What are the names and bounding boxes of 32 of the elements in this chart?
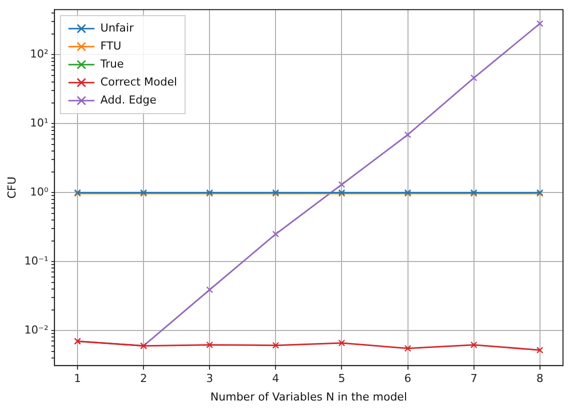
y-tick-label: 10⁻² (24, 323, 48, 336)
legend-label: Add. Edge (100, 93, 157, 106)
point (536, 20, 544, 28)
point (470, 74, 478, 82)
point (272, 342, 280, 349)
legend-label: True (99, 57, 124, 70)
legend-label: FTU (100, 39, 122, 52)
x-tick-label: 6 (404, 372, 412, 386)
y-axis-title: CFU (5, 176, 18, 199)
point (206, 341, 214, 348)
point (272, 230, 280, 238)
y-tick-label: 10¹ (30, 116, 48, 130)
x-tick-label: 1 (74, 372, 82, 386)
y-tick-label: 10⁰ (30, 185, 49, 198)
legend-label: Unfair (100, 21, 134, 34)
x-tick-label: 8 (536, 372, 544, 386)
y-tick-label: 10² (30, 48, 48, 61)
point (338, 181, 346, 188)
x-tick-label: 7 (470, 372, 478, 386)
point (206, 286, 214, 294)
x-tick-label: 5 (338, 372, 346, 386)
point (470, 341, 478, 348)
point (404, 131, 412, 138)
x-tick-label: 3 (206, 372, 214, 386)
x-tick-label: 4 (272, 372, 280, 386)
x-axis-title: Number of Variables N in the model (210, 390, 408, 404)
x-tick-label: 2 (140, 372, 148, 386)
point (404, 345, 412, 352)
point (338, 340, 346, 346)
point (536, 346, 544, 354)
y-tick-label: 10⁻¹ (24, 254, 48, 268)
legend-label: Correct Model (100, 75, 178, 88)
